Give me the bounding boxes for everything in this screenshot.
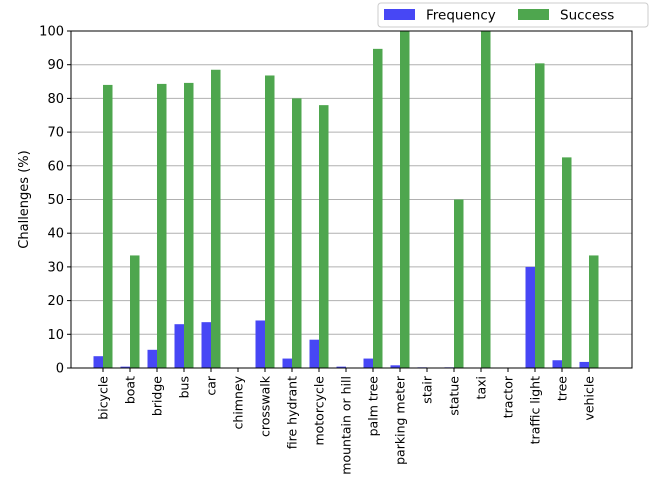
y-tick-label: 80: [47, 92, 64, 107]
x-tick-label: motorcycle: [312, 376, 327, 446]
success-bar: [103, 85, 113, 368]
x-tick-label: boat: [123, 376, 138, 404]
x-tick-label: taxi: [474, 376, 489, 399]
success-bar: [481, 31, 491, 368]
x-tick-label: stair: [420, 375, 435, 404]
x-tick-label: car: [204, 375, 219, 396]
y-tick-label: 60: [47, 159, 64, 174]
x-tick-label: tree: [555, 376, 570, 401]
frequency-bar: [364, 359, 374, 368]
frequency-bar: [148, 350, 158, 368]
x-tick-label: bicycle: [96, 376, 111, 420]
frequency-bar: [202, 322, 212, 368]
success-bar: [535, 63, 545, 368]
x-tick-label: bus: [177, 376, 192, 398]
success-bar: [454, 200, 464, 369]
y-tick-label: 100: [39, 25, 64, 40]
x-tick-label: bridge: [150, 376, 165, 416]
y-tick-label: 90: [47, 58, 64, 73]
success-bar: [184, 83, 194, 368]
x-tick-label: tractor: [501, 375, 516, 418]
frequency-bar: [175, 324, 185, 368]
legend-label: Success: [560, 8, 614, 24]
x-tick-label: statue: [447, 376, 462, 416]
success-bar: [130, 255, 140, 368]
success-bar: [562, 157, 572, 368]
success-bar: [157, 84, 167, 368]
frequency-bar: [94, 356, 104, 368]
y-tick-label: 30: [47, 260, 64, 275]
x-tick-label: crosswalk: [258, 375, 273, 437]
success-bar: [400, 31, 410, 368]
legend-swatch: [384, 9, 415, 20]
legend-swatch: [518, 9, 549, 20]
y-tick-label: 70: [47, 126, 64, 141]
y-tick-label: 40: [47, 227, 64, 242]
legend-label: Frequency: [426, 8, 496, 24]
success-bar: [373, 49, 383, 368]
success-bar: [211, 70, 221, 368]
frequency-bar: [526, 267, 536, 368]
y-tick-label: 20: [47, 294, 64, 309]
x-tick-label: vehicle: [582, 376, 597, 421]
x-tick-label: fire hydrant: [285, 376, 300, 449]
x-tick-label: chimney: [231, 375, 246, 429]
x-tick-label: traffic light: [528, 376, 543, 444]
frequency-bar: [283, 359, 293, 368]
frequency-bar: [580, 362, 590, 368]
x-tick-label: mountain or hill: [339, 376, 354, 475]
x-tick-label: palm tree: [366, 376, 381, 437]
success-bar: [319, 105, 329, 368]
y-tick-label: 50: [47, 193, 64, 208]
y-tick-label: 10: [47, 328, 64, 343]
success-bar: [265, 75, 275, 368]
x-tick-label: parking meter: [393, 375, 408, 465]
frequency-bar: [256, 320, 266, 368]
frequency-bar: [553, 360, 563, 368]
legend: Frequency Success: [378, 3, 648, 27]
y-tick-label: 0: [56, 362, 64, 377]
y-axis-label: Challenges (%): [17, 150, 32, 248]
gridlines: [71, 65, 632, 335]
success-bar: [589, 255, 599, 368]
y-axis: 0 10 20 30 40 50 60 70 80 90 100: [39, 25, 71, 377]
frequency-bar: [310, 340, 320, 368]
success-bar: [292, 98, 302, 368]
